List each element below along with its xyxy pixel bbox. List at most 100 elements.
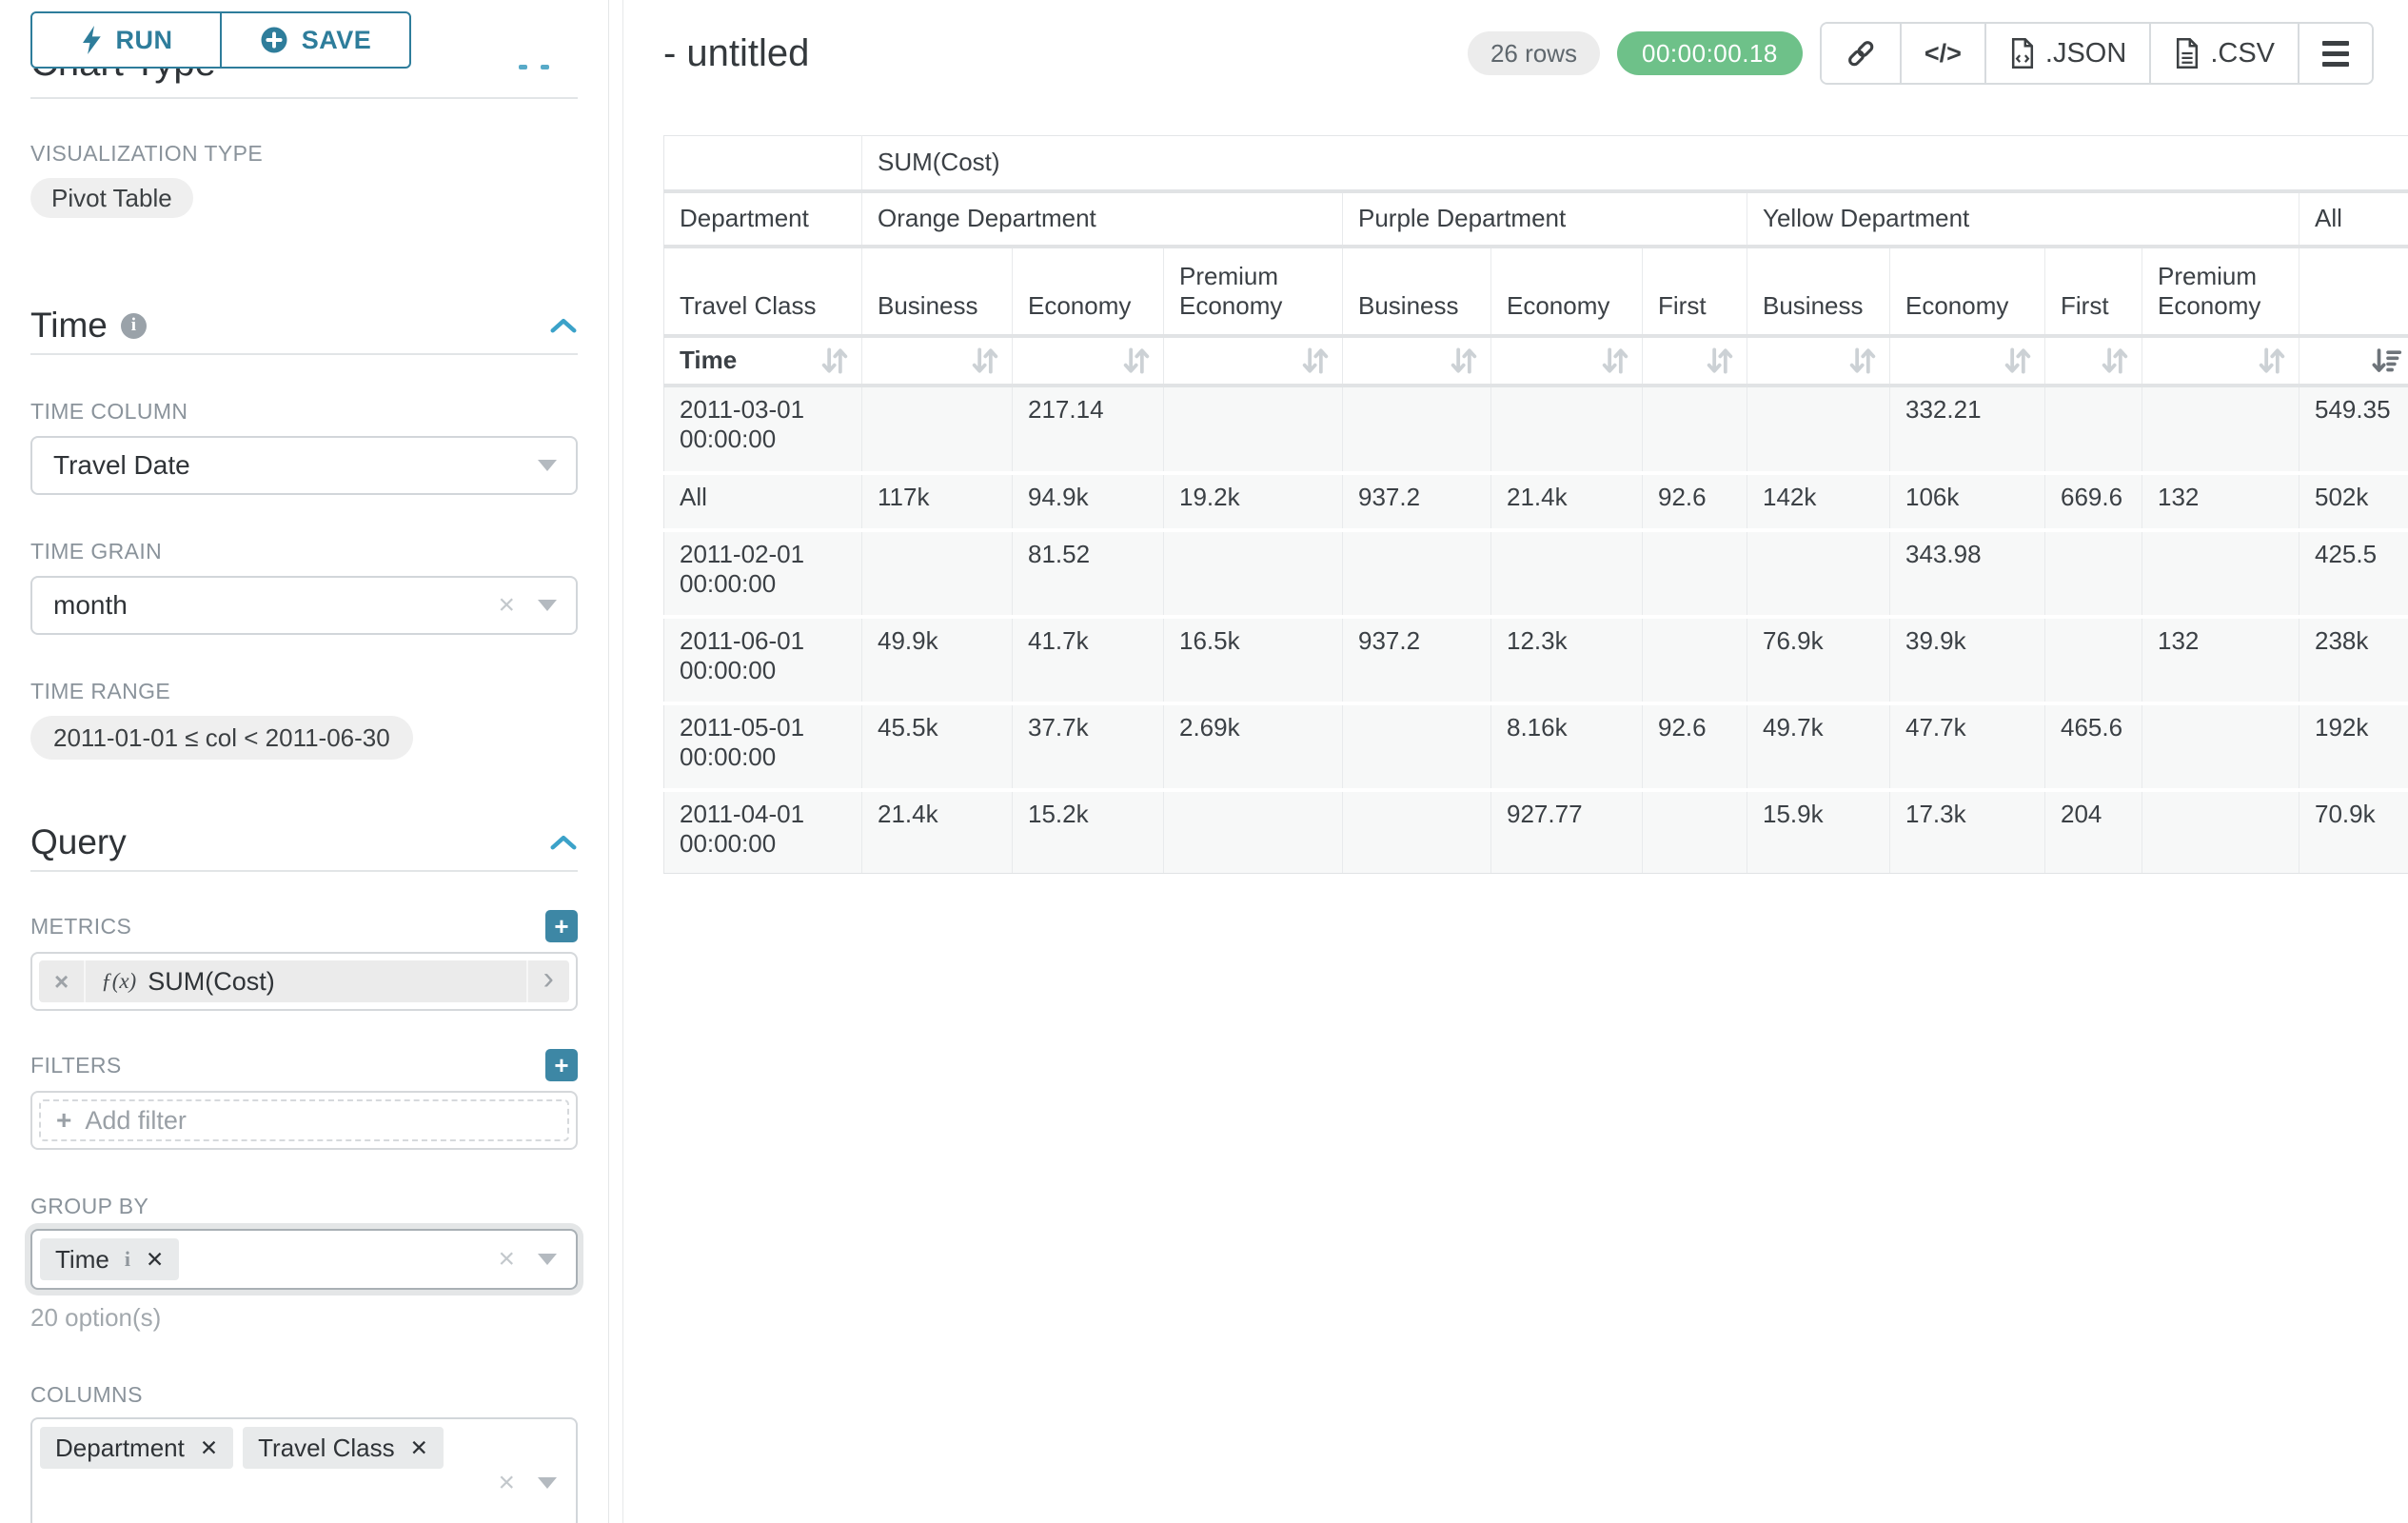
metric-header: SUM(Cost) (861, 135, 2408, 193)
time-grain-select[interactable]: month × (30, 576, 578, 635)
value-cell: 21.4k (861, 789, 1013, 874)
columns-tag[interactable]: Department ✕ (40, 1427, 234, 1469)
remove-tag-icon[interactable]: ✕ (199, 1434, 219, 1460)
sort-header[interactable] (1642, 335, 1747, 387)
value-cell: 47.7k (1889, 702, 2045, 792)
remove-tag-icon[interactable]: ✕ (409, 1434, 428, 1460)
chevron-up-icon[interactable] (549, 834, 578, 851)
sort-header[interactable] (1163, 335, 1343, 387)
value-cell (861, 529, 1013, 619)
value-cell: 70.9k (2299, 789, 2408, 874)
json-file-icon (2009, 37, 2036, 69)
sort-icon[interactable] (1121, 346, 1152, 375)
sort-header-time[interactable]: Time (663, 335, 862, 387)
add-metric-button[interactable]: + (545, 910, 578, 942)
sort-header[interactable] (1342, 335, 1491, 387)
remove-metric-icon[interactable]: × (39, 960, 87, 1002)
time-column-value: Travel Date (53, 450, 190, 480)
value-cell (1342, 702, 1491, 792)
chevron-right-icon[interactable]: › (525, 960, 569, 1002)
group-by-select[interactable]: Time i ✕ × (30, 1229, 578, 1290)
chevron-up-icon[interactable] (549, 317, 578, 334)
clear-icon[interactable]: × (498, 1243, 515, 1275)
value-cell: 8.16k (1490, 702, 1643, 792)
share-link-button[interactable] (1821, 24, 1900, 83)
sort-header[interactable] (861, 335, 1013, 387)
clear-icon[interactable]: × (498, 589, 515, 621)
sort-icon[interactable] (819, 346, 850, 375)
run-button[interactable]: RUN (30, 11, 221, 69)
sort-icon[interactable] (1600, 346, 1630, 375)
table-row: All 117k 94.9k 19.2k 937.2 21.4k 92.6 142k 106k 6… (663, 472, 2408, 532)
time-grain-label: TIME GRAIN (30, 539, 163, 564)
table-row: 2011-02-01 00:00:00 81.52 343.98 425.5 (663, 529, 2408, 619)
metric-item[interactable]: × ƒ(x) SUM(Cost) › (39, 960, 569, 1002)
value-cell (1642, 385, 1747, 475)
column-info-icon[interactable]: i (124, 1247, 130, 1271)
row-label: 2011-03-01 00:00:00 (663, 385, 862, 475)
remove-tag-icon[interactable]: ✕ (145, 1246, 165, 1272)
sort-header[interactable] (1012, 335, 1164, 387)
value-cell: 17.3k (1889, 789, 2045, 874)
sort-icon[interactable] (2100, 346, 2130, 375)
value-cell: 39.9k (1889, 616, 2045, 705)
value-cell: 37.7k (1012, 702, 1164, 792)
csv-file-icon (2174, 37, 2201, 69)
plus-circle-icon (260, 26, 288, 54)
sort-icon[interactable] (2257, 346, 2287, 375)
sort-icon[interactable] (970, 346, 1000, 375)
clear-icon[interactable]: × (498, 1467, 515, 1498)
add-filter-plus-button[interactable]: + (545, 1049, 578, 1081)
group-by-tag[interactable]: Time i ✕ (40, 1238, 180, 1280)
row-count-badge: 26 rows (1467, 31, 1600, 75)
sort-header[interactable] (1490, 335, 1643, 387)
export-button-group: </> .JSON (1819, 22, 2374, 85)
add-filter-button[interactable]: + Add filter (39, 1099, 569, 1141)
pane-resize-handle[interactable] (519, 65, 549, 69)
columns-select[interactable]: Department ✕ Travel Class ✕ × (30, 1417, 578, 1523)
sort-header[interactable] (2044, 335, 2142, 387)
export-json-button[interactable]: .JSON (1984, 24, 2150, 83)
visualization-type-label: VISUALIZATION TYPE (30, 141, 264, 166)
sort-header[interactable] (1747, 335, 1890, 387)
sort-icon[interactable] (2003, 346, 2033, 375)
time-grain-value: month (53, 590, 128, 620)
columns-tag[interactable]: Travel Class ✕ (243, 1427, 444, 1469)
sort-icon[interactable] (1449, 346, 1479, 375)
pane-gutter[interactable] (609, 0, 623, 1523)
sort-desc-icon[interactable] (2370, 346, 2402, 375)
save-button[interactable]: SAVE (221, 11, 411, 69)
view-query-button[interactable]: </> (1899, 24, 1984, 83)
sort-icon[interactable] (1847, 346, 1878, 375)
caret-down-icon[interactable] (538, 1254, 557, 1265)
col-dimension-header: Travel Class (663, 246, 862, 338)
sort-icon[interactable] (1705, 346, 1735, 375)
value-cell: 465.6 (2044, 702, 2142, 792)
sort-icon[interactable] (1300, 346, 1331, 375)
sort-header[interactable] (2142, 335, 2299, 387)
value-cell: 106k (1889, 472, 2045, 532)
time-range-pill[interactable]: 2011-01-01 ≤ col < 2011-06-30 (30, 716, 413, 760)
sort-header[interactable] (1889, 335, 2045, 387)
value-cell (2142, 789, 2299, 874)
page-title[interactable]: - untitled (663, 31, 810, 74)
export-csv-button[interactable]: .CSV (2149, 24, 2298, 83)
divider (30, 870, 578, 872)
sort-header-all[interactable] (2299, 335, 2408, 387)
query-section-header: Query (30, 821, 578, 864)
time-row-label: Time (680, 346, 738, 374)
visualization-type-pill[interactable]: Pivot Table (30, 178, 193, 218)
time-column-label: TIME COLUMN (30, 399, 188, 424)
menu-button[interactable] (2298, 24, 2372, 83)
add-filter-label: Add filter (85, 1105, 187, 1135)
value-cell (1490, 529, 1643, 619)
caret-down-icon[interactable] (538, 1477, 557, 1489)
value-cell (1642, 529, 1747, 619)
time-column-select[interactable]: Travel Date (30, 436, 578, 495)
value-cell: 549.35 (2299, 385, 2408, 475)
link-icon (1845, 37, 1877, 69)
info-icon[interactable]: i (120, 312, 147, 339)
table-row: 2011-06-01 00:00:00 49.9k 41.7k 16.5k 937.2 1… (663, 616, 2408, 705)
metrics-label: METRICS (30, 913, 132, 939)
hamburger-menu-icon (2322, 40, 2349, 67)
